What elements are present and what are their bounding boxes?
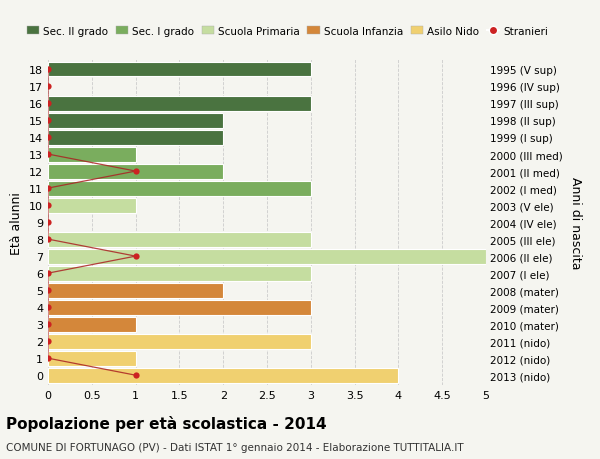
Bar xyxy=(48,62,311,77)
Y-axis label: Anni di nascita: Anni di nascita xyxy=(569,176,583,269)
Text: COMUNE DI FORTUNAGO (PV) - Dati ISTAT 1° gennaio 2014 - Elaborazione TUTTITALIA.: COMUNE DI FORTUNAGO (PV) - Dati ISTAT 1°… xyxy=(6,442,464,452)
Bar xyxy=(48,334,311,349)
Bar xyxy=(48,164,223,179)
Legend: Sec. II grado, Sec. I grado, Scuola Primaria, Scuola Infanzia, Asilo Nido, Stran: Sec. II grado, Sec. I grado, Scuola Prim… xyxy=(23,22,552,41)
Bar xyxy=(48,351,136,366)
Bar xyxy=(48,181,311,196)
Bar xyxy=(48,198,136,213)
Bar xyxy=(48,96,311,111)
Bar xyxy=(48,113,223,128)
Bar xyxy=(48,266,311,281)
Bar xyxy=(48,300,311,315)
Bar xyxy=(48,283,223,298)
Bar xyxy=(48,317,136,332)
Bar xyxy=(48,368,398,383)
Y-axis label: Età alunni: Età alunni xyxy=(10,191,23,254)
Bar xyxy=(48,249,486,264)
Text: Popolazione per età scolastica - 2014: Popolazione per età scolastica - 2014 xyxy=(6,415,326,431)
Bar xyxy=(48,130,223,145)
Bar xyxy=(48,147,136,162)
Bar xyxy=(48,232,311,247)
